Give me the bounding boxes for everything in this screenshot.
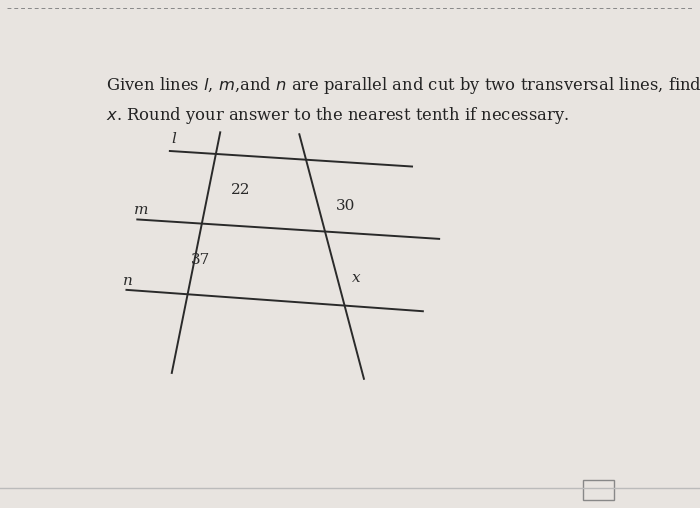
Text: n: n: [122, 274, 132, 288]
Text: l: l: [172, 132, 176, 146]
Bar: [582, 480, 615, 500]
Text: 22: 22: [231, 183, 251, 197]
Text: x: x: [352, 271, 361, 285]
Text: $x$. Round your answer to the nearest tenth if necessary.: $x$. Round your answer to the nearest te…: [106, 105, 570, 126]
Text: Given lines $l$, $m$,and $n$ are parallel and cut by two transversal lines, find: Given lines $l$, $m$,and $n$ are paralle…: [106, 75, 700, 96]
Text: 30: 30: [336, 199, 356, 213]
Text: 37: 37: [190, 253, 210, 267]
Text: m: m: [134, 203, 148, 217]
